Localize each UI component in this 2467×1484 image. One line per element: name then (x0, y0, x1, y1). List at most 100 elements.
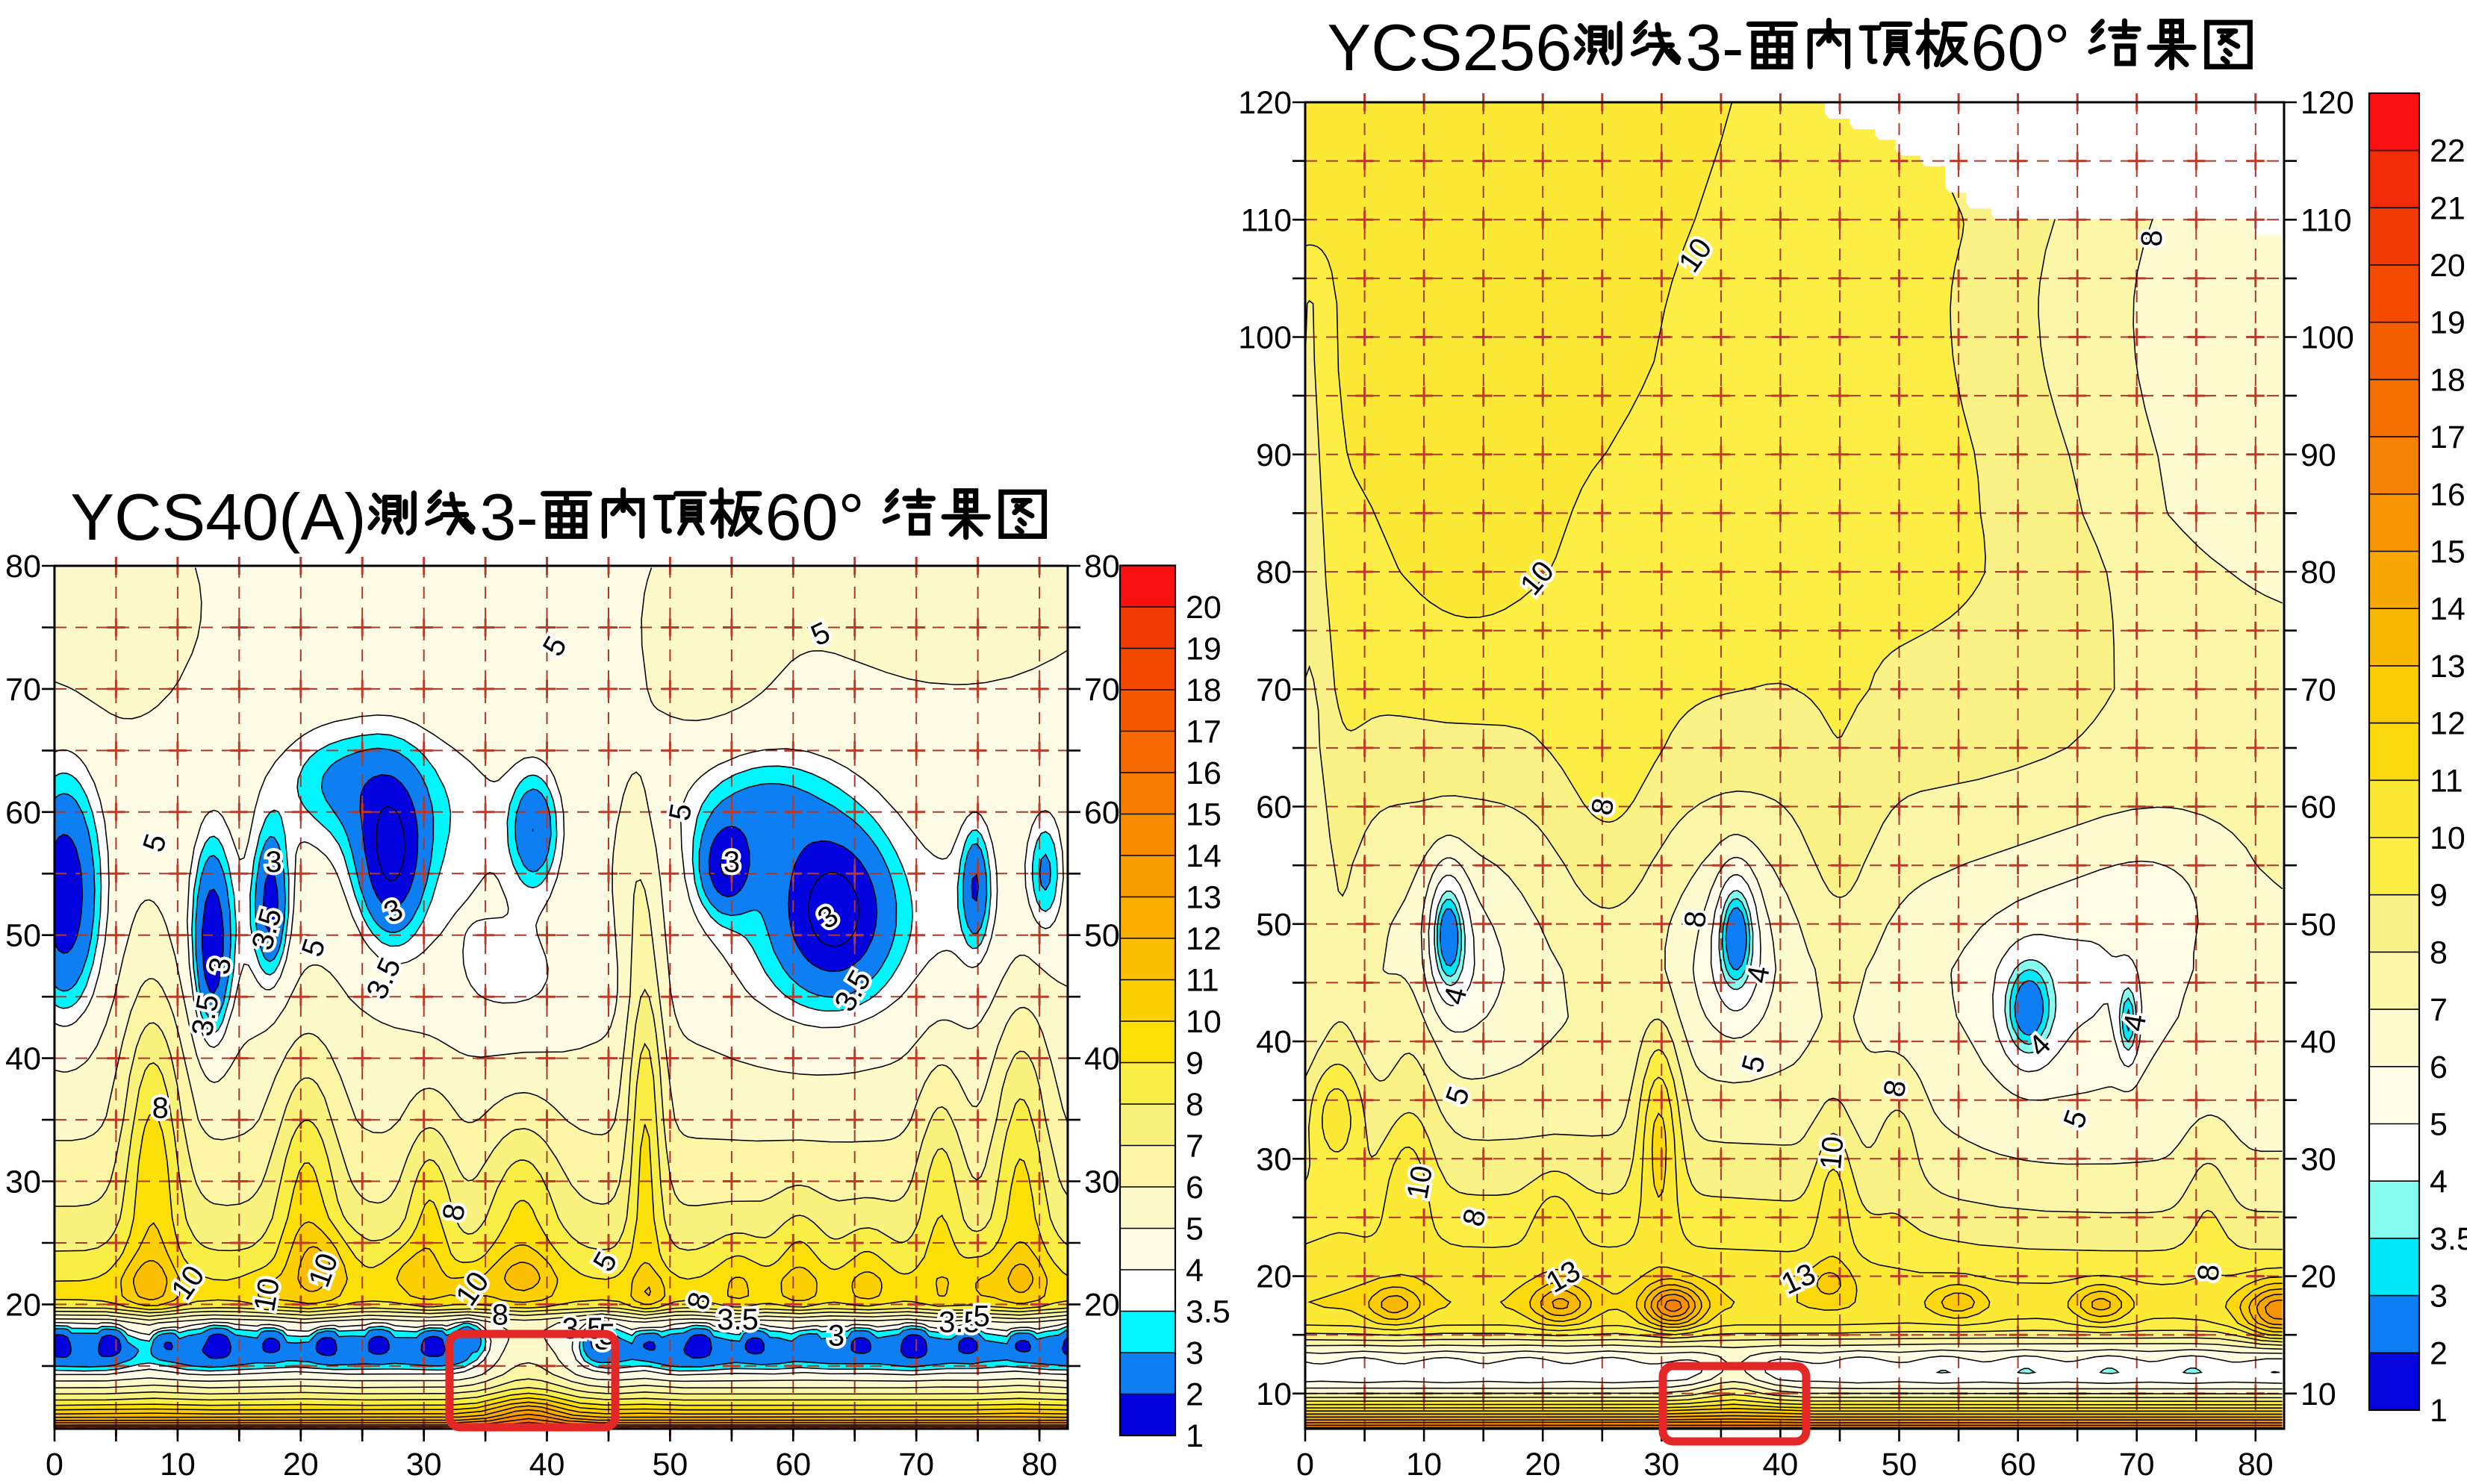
svg-text:70: 70 (2119, 1447, 2155, 1483)
svg-text:3.5: 3.5 (717, 1303, 759, 1336)
svg-text:6: 6 (1186, 1170, 1204, 1206)
svg-text:15: 15 (1186, 797, 1222, 833)
svg-text:10: 10 (1256, 1377, 1292, 1412)
svg-text:40: 40 (529, 1447, 565, 1483)
svg-text:60: 60 (775, 1447, 811, 1483)
svg-text:3-: 3- (1685, 10, 1743, 84)
svg-text:40: 40 (2300, 1024, 2336, 1060)
svg-text:3: 3 (828, 1320, 844, 1353)
svg-text:18: 18 (1186, 673, 1222, 708)
svg-text:3.5: 3.5 (1186, 1294, 1231, 1330)
svg-text:0: 0 (1296, 1447, 1314, 1483)
svg-text:30: 30 (1643, 1447, 1679, 1483)
svg-text:16: 16 (1186, 755, 1222, 791)
svg-text:70: 70 (2300, 672, 2336, 708)
svg-text:40: 40 (1084, 1041, 1120, 1077)
svg-text:120: 120 (2300, 85, 2354, 121)
svg-text:60°: 60° (765, 480, 865, 554)
svg-text:10: 10 (1406, 1447, 1442, 1483)
svg-text:17: 17 (1186, 714, 1222, 750)
svg-text:7: 7 (2430, 992, 2448, 1028)
svg-text:YCS40(A): YCS40(A) (70, 480, 366, 554)
svg-text:70: 70 (1084, 672, 1120, 708)
svg-text:2: 2 (2430, 1335, 2448, 1371)
svg-text:19: 19 (2430, 305, 2466, 341)
svg-text:60: 60 (1256, 790, 1292, 826)
svg-text:10: 10 (1186, 1004, 1222, 1040)
svg-text:8: 8 (2430, 935, 2448, 970)
svg-text:30: 30 (406, 1447, 442, 1483)
svg-text:120: 120 (1238, 85, 1292, 121)
svg-text:60: 60 (1084, 795, 1120, 831)
svg-text:1: 1 (2430, 1393, 2448, 1429)
svg-text:8: 8 (2135, 230, 2168, 246)
svg-text:10: 10 (1401, 1163, 1439, 1201)
svg-text:5: 5 (1186, 1212, 1204, 1247)
svg-text:8: 8 (2191, 1263, 2226, 1282)
svg-text:20: 20 (5, 1287, 41, 1323)
svg-text:110: 110 (1240, 202, 1292, 238)
svg-text:20: 20 (1525, 1447, 1561, 1483)
svg-text:YCS256: YCS256 (1328, 10, 1572, 84)
svg-text:30: 30 (1084, 1165, 1120, 1200)
svg-text:19: 19 (1186, 632, 1222, 667)
svg-text:20: 20 (2430, 248, 2466, 284)
svg-text:16: 16 (2430, 477, 2466, 513)
svg-text:30: 30 (2300, 1141, 2336, 1177)
svg-text:3: 3 (724, 846, 740, 879)
svg-text:11: 11 (2430, 763, 2463, 799)
svg-text:70: 70 (5, 672, 41, 708)
svg-text:10: 10 (2300, 1377, 2336, 1412)
svg-text:80: 80 (2238, 1447, 2274, 1483)
svg-text:40: 40 (1762, 1447, 1798, 1483)
svg-text:14: 14 (2430, 591, 2466, 627)
svg-text:10: 10 (160, 1447, 196, 1483)
svg-text:80: 80 (2300, 555, 2336, 590)
svg-text:2: 2 (1186, 1377, 1204, 1413)
svg-text:12: 12 (2430, 706, 2466, 742)
svg-text:20: 20 (1186, 590, 1222, 626)
svg-text:13: 13 (1186, 880, 1222, 916)
svg-text:100: 100 (1238, 320, 1292, 356)
svg-text:40: 40 (1256, 1024, 1292, 1060)
svg-text:17: 17 (2430, 420, 2466, 455)
svg-text:10: 10 (248, 1276, 286, 1314)
svg-text:9: 9 (1186, 1046, 1204, 1082)
svg-text:20: 20 (2300, 1259, 2336, 1295)
svg-text:70: 70 (1256, 672, 1292, 708)
svg-text:1: 1 (1186, 1418, 1204, 1454)
svg-text:20: 20 (283, 1447, 319, 1483)
svg-text:60: 60 (2300, 790, 2336, 826)
svg-text:18: 18 (2430, 362, 2466, 398)
svg-text:15: 15 (2430, 534, 2466, 570)
svg-text:90: 90 (1256, 437, 1292, 473)
svg-text:5: 5 (973, 1300, 989, 1332)
svg-text:50: 50 (2300, 907, 2336, 943)
svg-text:5: 5 (2430, 1107, 2448, 1143)
svg-text:110: 110 (2300, 202, 2352, 238)
svg-text:70: 70 (898, 1447, 934, 1483)
svg-text:3.5: 3.5 (939, 1306, 980, 1339)
svg-text:10: 10 (1814, 1135, 1850, 1170)
svg-text:0: 0 (46, 1447, 63, 1483)
svg-text:80: 80 (1084, 549, 1120, 584)
svg-text:60: 60 (5, 795, 41, 831)
svg-text:3: 3 (1186, 1335, 1204, 1371)
svg-text:14: 14 (1186, 838, 1222, 874)
svg-text:30: 30 (5, 1165, 41, 1200)
svg-text:3-: 3- (479, 480, 538, 554)
svg-text:80: 80 (5, 549, 41, 584)
svg-text:21: 21 (2430, 190, 2466, 226)
svg-text:20: 20 (1256, 1259, 1292, 1295)
svg-text:40: 40 (5, 1041, 41, 1077)
svg-text:60: 60 (2000, 1447, 2036, 1483)
svg-text:50: 50 (652, 1447, 688, 1483)
svg-text:4: 4 (2430, 1164, 2448, 1200)
svg-text:100: 100 (2300, 320, 2354, 356)
svg-text:3.5: 3.5 (562, 1312, 604, 1345)
svg-text:12: 12 (1186, 921, 1222, 957)
svg-text:10: 10 (2430, 820, 2466, 856)
svg-text:13: 13 (2430, 649, 2466, 685)
svg-text:4: 4 (1186, 1253, 1204, 1288)
svg-text:9: 9 (2430, 878, 2448, 914)
